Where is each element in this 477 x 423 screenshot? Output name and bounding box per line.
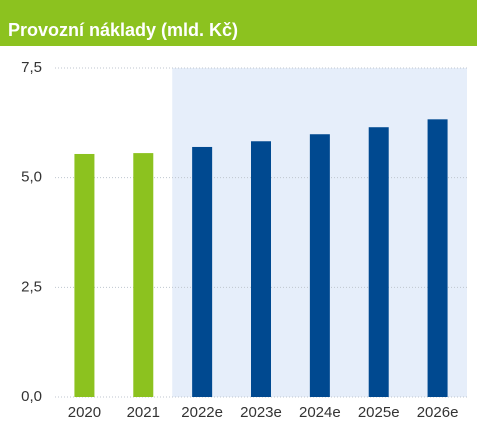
y-tick-label: 5,0 (21, 169, 42, 186)
x-tick-label: 2022e (181, 404, 223, 421)
x-tick-label: 2024e (299, 404, 341, 421)
x-tick-label: 2023e (240, 404, 282, 421)
bar (192, 146, 213, 397)
chart-title: Provozní náklady (mld. Kč) (8, 20, 238, 40)
bar (427, 119, 448, 397)
title-bar (0, 0, 477, 46)
x-tick-label: 2025e (358, 404, 400, 421)
y-tick-label: 7,5 (21, 59, 42, 76)
y-tick-label: 0,0 (21, 388, 42, 405)
x-tick-label: 2020 (68, 404, 101, 421)
bar (309, 134, 330, 398)
x-tick-label: 2026e (417, 404, 459, 421)
bar (133, 153, 154, 397)
bar (368, 127, 389, 397)
x-tick-label: 2021 (127, 404, 160, 421)
bar (251, 141, 271, 397)
bar (74, 153, 95, 397)
y-tick-label: 2,5 (21, 278, 42, 295)
